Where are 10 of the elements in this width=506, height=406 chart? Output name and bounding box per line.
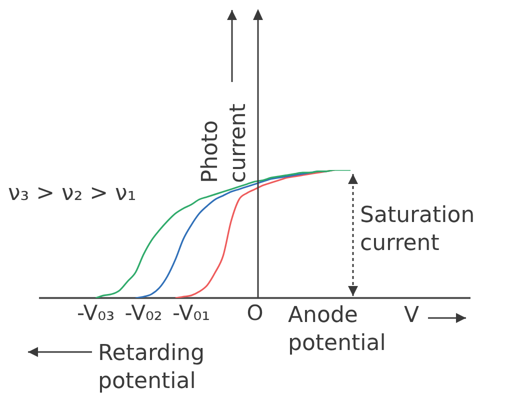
x-tick-label: O [246, 301, 264, 326]
x-tick-label: -V₀₃ [76, 301, 115, 326]
x-tick-label: -V₀₁ [172, 301, 210, 326]
text: V [404, 302, 420, 330]
x-axis-title: Anode potential [288, 303, 386, 356]
text: Retarding potential [98, 340, 206, 396]
y-axis-title: Photo current [197, 102, 252, 183]
annotation: Saturation current [360, 202, 476, 258]
x-tick-label: -V₀₂ [124, 301, 162, 326]
annotation: ν₃ > ν₂ > ν₁ [8, 180, 138, 208]
